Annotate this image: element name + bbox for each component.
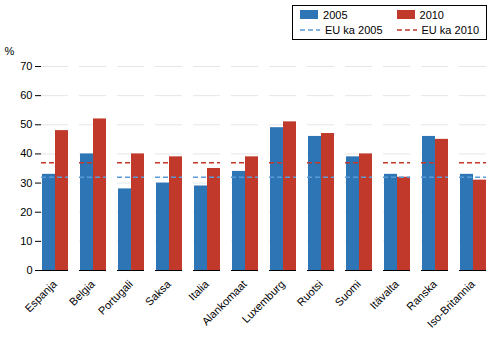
- html-text:EU ka 2005: EU ka 2005: [325, 23, 383, 36]
- svg-text:Ranska: Ranska: [404, 277, 439, 312]
- svg-text:%: %: [5, 45, 15, 57]
- svg-text:Suomi: Suomi: [332, 278, 363, 309]
- html-text:2005: 2005: [323, 8, 348, 21]
- svg-text:40: 40: [20, 147, 32, 159]
- svg-text:Italia: Italia: [186, 277, 212, 303]
- svg-text:Luxemburg: Luxemburg: [239, 278, 286, 325]
- svg-text:Iso-Britannia: Iso-Britannia: [425, 277, 478, 330]
- svg-text:0: 0: [26, 264, 32, 276]
- svg-text:10: 10: [20, 235, 32, 247]
- svg-text:50: 50: [20, 118, 32, 130]
- svg-text:60: 60: [20, 89, 32, 101]
- svg-text:Belgia: Belgia: [67, 277, 98, 308]
- svg-text:Alankomaat: Alankomaat: [199, 277, 249, 328]
- svg-text:Portugali: Portugali: [96, 278, 135, 317]
- svg-text:70: 70: [20, 60, 32, 72]
- svg-text:Espanja: Espanja: [22, 277, 59, 314]
- svg-text:Saksa: Saksa: [143, 277, 174, 308]
- html-text:2010: 2010: [419, 8, 444, 21]
- svg-text:Ruotsi: Ruotsi: [294, 278, 325, 309]
- svg-text:20: 20: [20, 206, 32, 218]
- svg-text:Itävalta: Itävalta: [367, 277, 401, 311]
- html-text:EU ka 2010: EU ka 2010: [421, 23, 479, 36]
- svg-text:30: 30: [20, 177, 32, 189]
